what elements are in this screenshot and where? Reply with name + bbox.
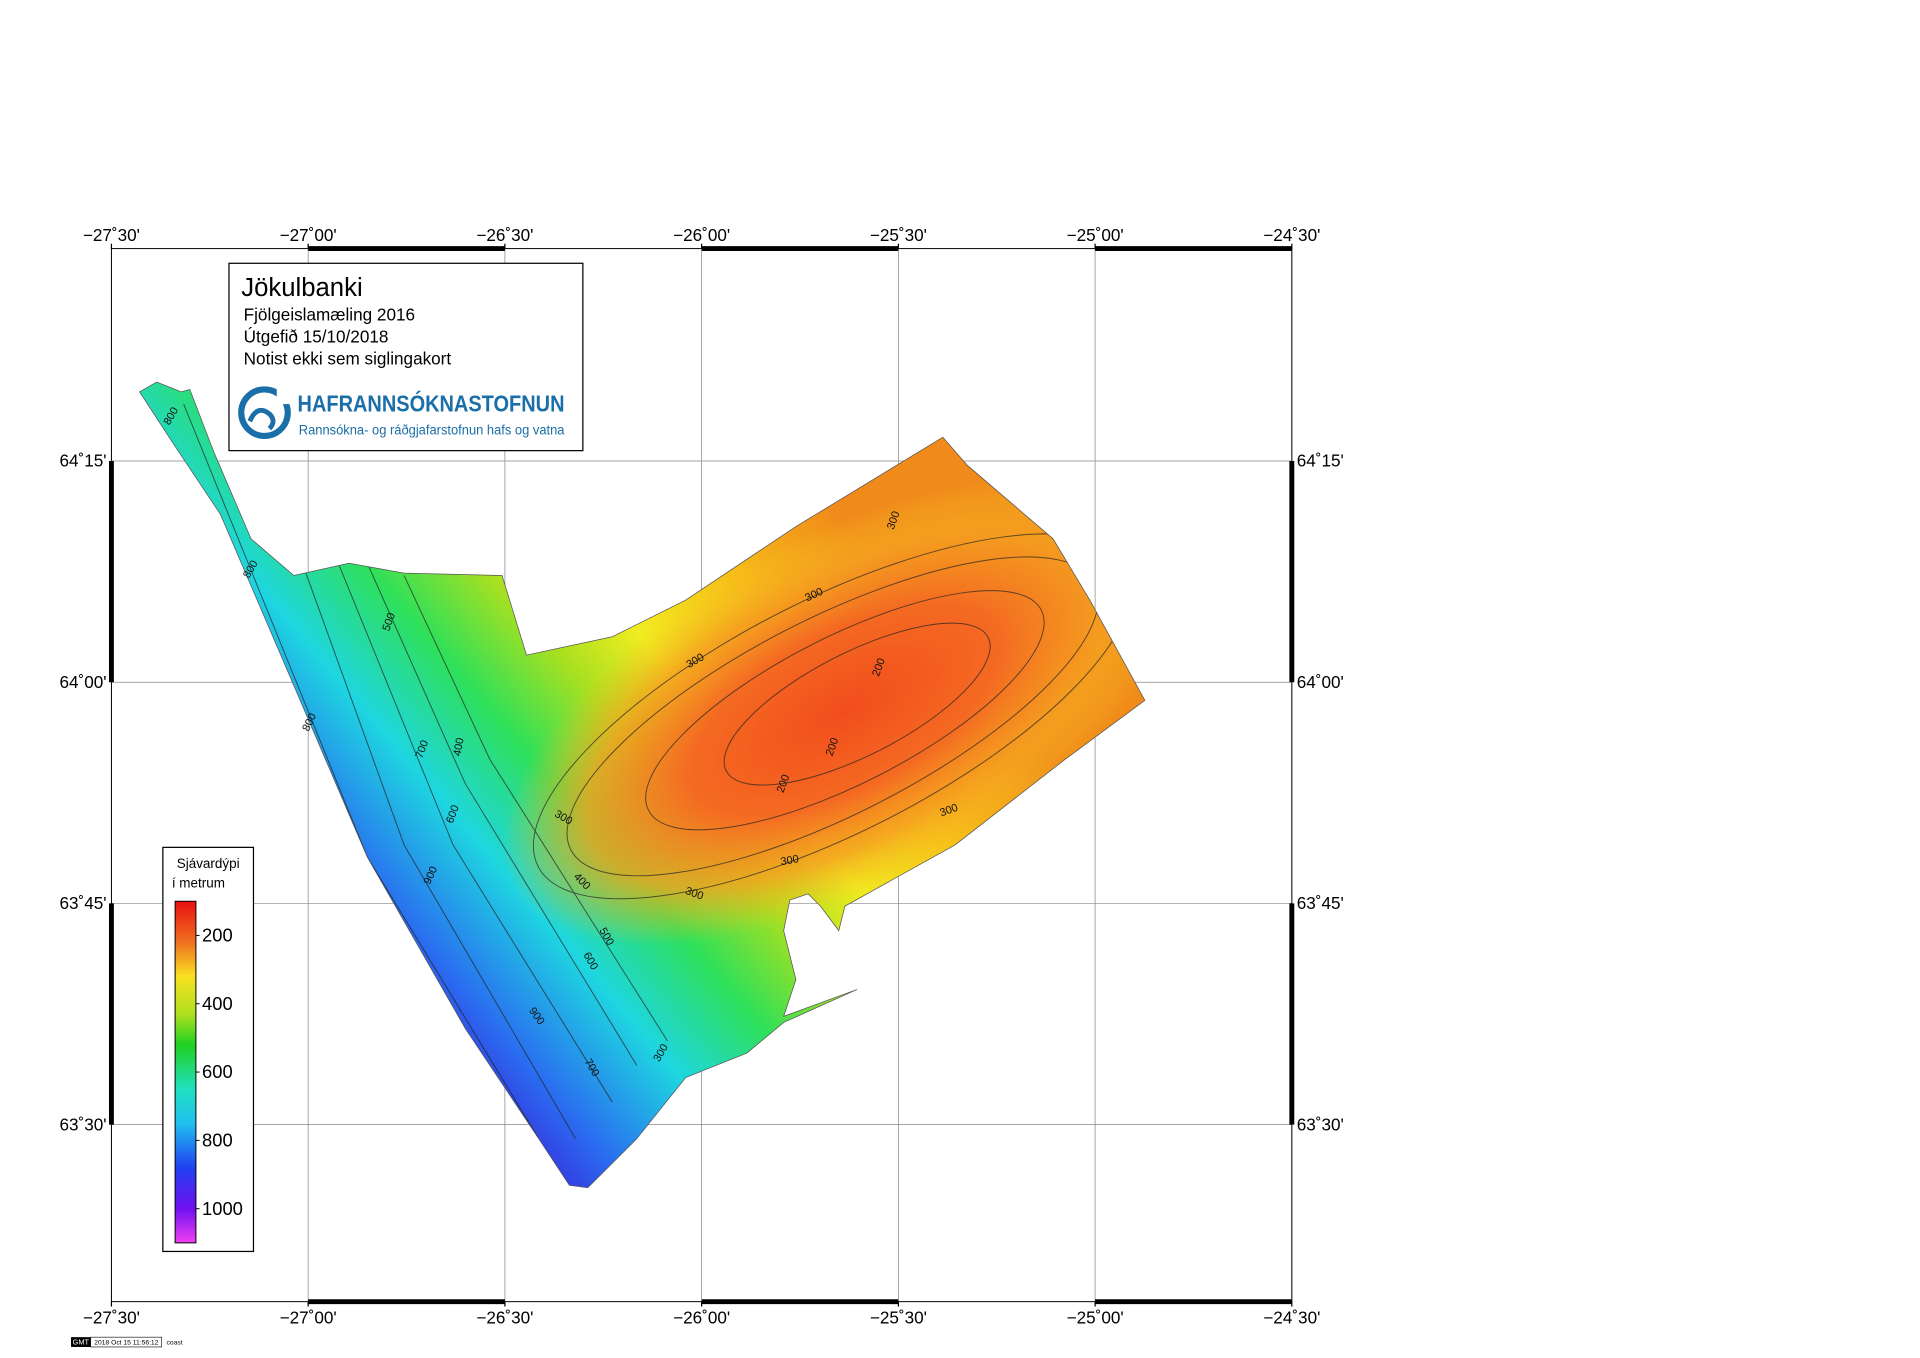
colorbar-tick-label: 400 [202, 993, 233, 1014]
x-tick-label: −26˚00' [673, 225, 730, 245]
title-box: Jökulbanki Fjölgeislamæling 2016 Útgefið… [228, 262, 584, 452]
contour-label: 300 [684, 885, 705, 903]
x-tick-label: −24˚30' [1263, 225, 1320, 245]
y-tick-label: 63˚30' [59, 1114, 106, 1134]
x-tick-label: −25˚00' [1067, 1307, 1124, 1327]
y-tick-label: 64˚15' [59, 451, 106, 471]
x-tick-label: −27˚30' [83, 225, 140, 245]
colorbar: Sjávardýpi í metrum 200 400 600 800 1000 [162, 846, 255, 1253]
x-tick-label: −27˚30' [83, 1307, 140, 1327]
footer-badge: GMT [73, 1338, 90, 1347]
contour-label: 500 [381, 611, 399, 632]
x-tick-label: −25˚00' [1067, 225, 1124, 245]
x-tick-label: −25˚30' [870, 1307, 927, 1327]
x-tick-label: −27˚00' [280, 1307, 337, 1327]
contour-label: 200 [870, 657, 888, 678]
contour-label: 300 [780, 853, 800, 868]
contour-label: 700 [414, 739, 432, 760]
footer-box [90, 1336, 162, 1348]
label-bg [35, 671, 109, 694]
map-title: Jökulbanki [241, 274, 362, 302]
y-tick-label: 64˚15' [1297, 451, 1344, 471]
y-tick-label: 64˚00' [59, 672, 106, 692]
colorbar-tick-label: 800 [202, 1129, 233, 1150]
x-tick-label: −25˚30' [870, 225, 927, 245]
colorbar-scale [174, 900, 197, 1244]
contour-label: 200 [824, 736, 842, 757]
footer-badge-bg [71, 1337, 91, 1347]
y-tick-label: 63˚45' [59, 893, 106, 913]
label-bg [35, 892, 109, 915]
contour-label: 200 [775, 773, 793, 794]
x-tick-label: −24˚30' [1263, 1307, 1320, 1327]
colorbar-tick-label: 200 [202, 924, 233, 945]
y-tick-label: 63˚45' [1297, 893, 1344, 913]
frame: −27˚30' −27˚30' −27˚00' −27˚00' −26˚30' −26˚3… [35, 225, 1344, 1327]
x-tick-label: −26˚30' [476, 1307, 533, 1327]
contour-label: 400 [452, 737, 467, 757]
label-bg [35, 1113, 109, 1136]
label-bg [35, 449, 109, 472]
footer-timestamp: 2018 Oct 15 11:56:12 [94, 1339, 158, 1346]
logo-tagline: Rannsókna- og ráðgjafarstofnun hafs og v… [299, 423, 565, 438]
colorbar-tick-label: 1000 [202, 1198, 243, 1219]
colorbar-tick-label: 600 [202, 1061, 233, 1082]
logo-icon [238, 386, 292, 439]
y-tick-label: 64˚00' [1297, 672, 1344, 692]
contour-label: 300 [885, 510, 903, 531]
x-tick-label: −26˚30' [476, 225, 533, 245]
subtitle-line: Notist ekki sem siglingakort [244, 349, 452, 369]
colorbar-title: í metrum [172, 876, 225, 891]
contour-label: 600 [444, 804, 462, 825]
subtitle-line: Fjölgeislamæling 2016 [244, 304, 415, 324]
colorbar-title: Sjávardýpi [177, 856, 240, 871]
x-tick-label: −27˚00' [280, 225, 337, 245]
footer: GMT 2018 Oct 15 11:56:12 coast [71, 1336, 183, 1348]
contour-label: 300 [938, 802, 959, 820]
x-tick-label: −26˚00' [673, 1307, 730, 1327]
y-tick-label: 63˚30' [1297, 1114, 1344, 1134]
footer-note: coast [167, 1339, 183, 1346]
subtitle-line: Útgefið 15/10/2018 [244, 327, 389, 347]
logo-name: HAFRANNSÓKNASTOFNUN [298, 389, 565, 416]
